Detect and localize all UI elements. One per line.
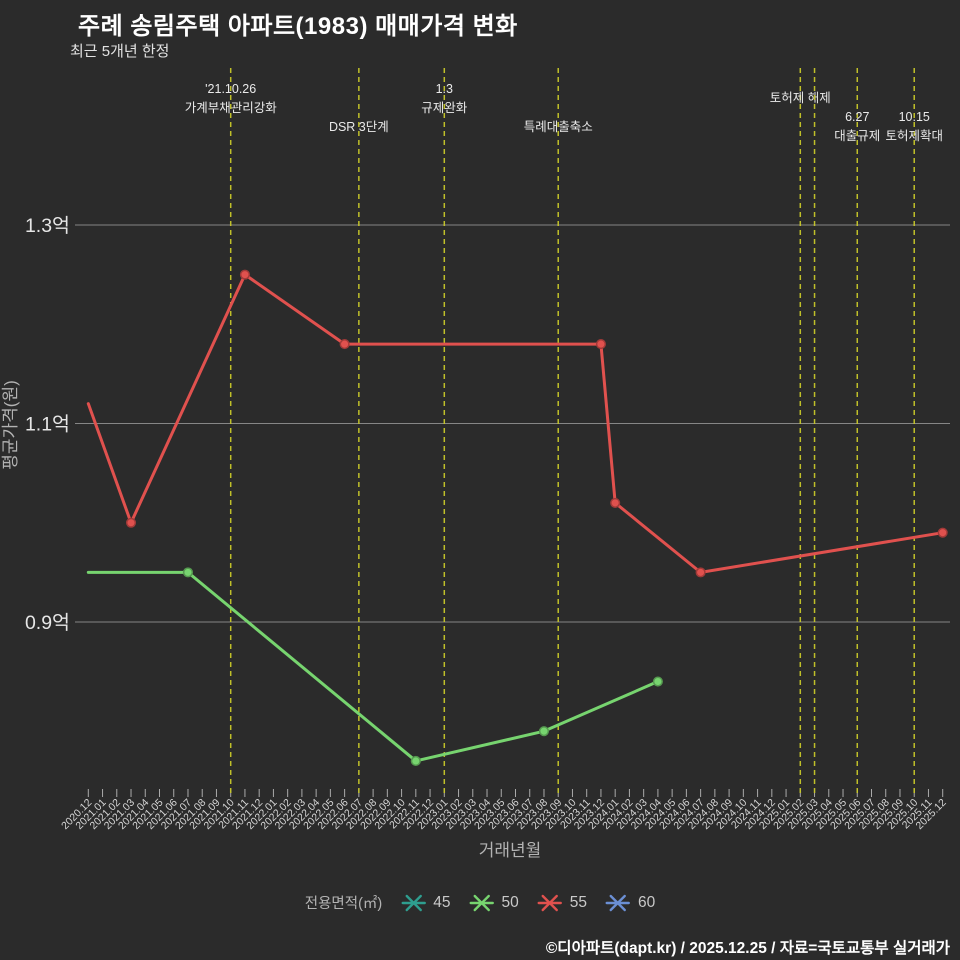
data-point-55 <box>595 339 606 350</box>
legend-marker-45-icon <box>401 894 426 911</box>
legend-label-50: 50 <box>501 893 519 911</box>
data-point-55 <box>937 527 948 538</box>
legend-label-60: 60 <box>638 893 656 911</box>
legend-items: 45 50 55 60 <box>400 894 655 912</box>
y-tick-label: 0.9억 <box>25 612 70 634</box>
legend-marker-60-icon <box>605 894 631 911</box>
event-label: 규제완화 <box>421 101 468 115</box>
y-tick-label: 1.1억 <box>25 414 70 436</box>
page-title: 주례 송림주택 아파트(1983) 매매가격 변화 <box>78 13 518 40</box>
legend-marker-stroke <box>405 894 422 911</box>
series-line-50 <box>86 570 660 763</box>
event-label: 특례대출축소 <box>524 120 593 134</box>
data-point-50 <box>410 755 421 767</box>
data-point-55 <box>125 517 137 528</box>
event-label: 가계부채관리강화 <box>185 101 278 115</box>
event-label: DSR 3단계 <box>329 120 389 134</box>
data-point-55 <box>610 497 621 508</box>
legend-item-50: 50 <box>469 894 519 912</box>
data-point-50 <box>538 726 550 737</box>
legend-marker-stroke <box>541 894 558 911</box>
page-subtitle: 최근 5개년 한정 <box>70 43 170 60</box>
chart-legend: 전용면적(㎡) 45 50 55 60 <box>305 892 656 913</box>
legend-item-55: 55 <box>537 894 587 912</box>
y-tick-label: 1.3억 <box>25 215 70 237</box>
legend-marker-50-icon <box>469 894 494 911</box>
x-axis-title: 거래년월 <box>479 841 542 860</box>
event-label: 1.3 <box>436 82 453 96</box>
event-label: 대출규제 <box>834 129 880 143</box>
event-label: 토허제확대 <box>885 129 943 143</box>
event-label: '21.10.26 <box>205 82 256 96</box>
y-axis-title: 평균가격(원) <box>1 380 20 470</box>
event-label: 토허제 해제 <box>770 91 831 105</box>
legend-marker-55-icon <box>537 894 562 911</box>
legend-marker-stroke <box>473 894 490 911</box>
legend-item-45: 45 <box>400 893 451 912</box>
data-point-50 <box>652 676 663 687</box>
legend-item-60: 60 <box>605 894 655 912</box>
series-line-55 <box>86 273 945 574</box>
data-point-55 <box>695 567 706 578</box>
footer-credit: ©디아파트(dapt.kr) / 2025.12.25 / 자료=국토교통부 실… <box>545 940 950 957</box>
event-label: 6.27 <box>845 110 869 124</box>
data-point-55 <box>239 269 250 280</box>
legend-title: 전용면적(㎡) <box>304 896 383 912</box>
data-point-50 <box>182 567 194 578</box>
legend-label-55: 55 <box>569 893 588 911</box>
legend-marker-stroke <box>609 894 627 911</box>
event-label: 10.15 <box>899 110 930 124</box>
legend-label-45: 45 <box>433 893 451 911</box>
data-point-55 <box>339 339 350 350</box>
